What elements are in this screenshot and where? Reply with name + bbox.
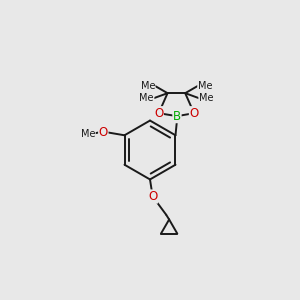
Text: O: O (148, 190, 158, 203)
Text: O: O (189, 107, 199, 120)
Text: O: O (99, 126, 108, 139)
Text: Me: Me (141, 80, 155, 91)
Text: Me: Me (140, 93, 154, 103)
Text: O: O (154, 107, 163, 120)
Text: Me: Me (81, 128, 95, 139)
Text: Me: Me (199, 93, 213, 103)
Text: B: B (173, 110, 181, 123)
Text: Me: Me (198, 80, 212, 91)
